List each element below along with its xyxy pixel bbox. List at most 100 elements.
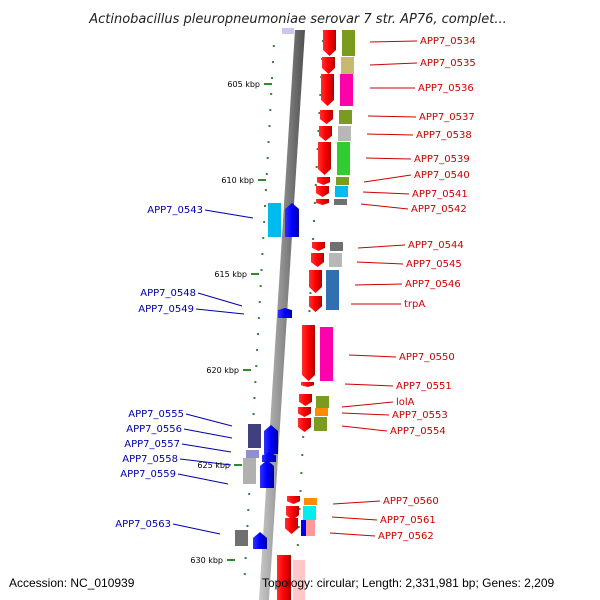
forward-gene-box	[329, 253, 342, 267]
forward-gene-leader	[354, 283, 403, 286]
forward-gene-box	[303, 506, 316, 520]
reverse-gene-label: APP7_0555	[128, 409, 184, 420]
forward-gene-box	[339, 110, 352, 124]
ruler-dot	[309, 292, 312, 294]
reverse-gene-leader	[177, 473, 229, 485]
forward-gene-leader	[356, 261, 404, 265]
ruler-dot	[267, 141, 270, 143]
reverse-gene-box	[248, 424, 261, 448]
forward-gene-arrow	[322, 57, 335, 74]
ruler-dot	[254, 381, 257, 383]
reverse-gene-label: APP7_0556	[126, 424, 182, 435]
ruler-dot	[252, 413, 255, 415]
reverse-gene-label: APP7_0557	[124, 439, 180, 450]
forward-gene-label: APP7_0545	[406, 259, 462, 270]
reverse-gene-label: APP7_0549	[138, 304, 194, 315]
forward-gene-arrow	[318, 142, 331, 175]
forward-gene-label: APP7_0542	[411, 204, 467, 215]
forward-gene-label: trpA	[404, 299, 425, 310]
ruler-dot	[256, 333, 259, 335]
reverse-gene-leader	[204, 209, 254, 219]
forward-gene-label: APP7_0538	[416, 130, 472, 141]
forward-gene-leader	[329, 532, 376, 537]
reverse-gene-label: APP7_0543	[147, 205, 203, 216]
map-title: Actinobacillus pleuropneumoniae serovar …	[88, 12, 507, 27]
ruler-label: 605 kbp	[227, 80, 260, 89]
ruler-dot	[272, 45, 275, 47]
reverse-gene-label: APP7_0563	[115, 519, 171, 530]
ruler-dot	[246, 525, 249, 527]
reverse-gene-leader	[179, 458, 232, 466]
ruler-dot	[268, 125, 271, 127]
forward-gene-arrow	[316, 186, 329, 197]
forward-gene-leader	[367, 115, 417, 118]
ruler-dot	[315, 166, 318, 168]
ruler-dot	[319, 94, 322, 96]
forward-gene-box	[342, 30, 355, 56]
ruler-dot	[313, 220, 315, 222]
gene-partial-bottom-pink	[293, 560, 305, 600]
forward-gene-leader	[341, 412, 390, 416]
reverse-gene-arrow	[278, 308, 292, 314]
forward-gene-arrow	[298, 407, 311, 417]
reverse-gene-label: APP7_0559	[120, 469, 176, 480]
reverse-gene-leader	[181, 443, 232, 453]
forward-gene-arrow	[309, 296, 322, 312]
reverse-gene-arrow	[260, 460, 274, 488]
reverse-gene-label: APP7_0548	[140, 288, 196, 299]
ruler-dot	[300, 472, 303, 474]
forward-gene-box	[341, 57, 354, 74]
forward-gene-leader	[369, 62, 418, 66]
gene-partial-top	[282, 28, 294, 34]
forward-gene-label: APP7_0550	[399, 352, 455, 363]
ruler-dot	[247, 509, 250, 511]
ruler-dot	[312, 238, 315, 240]
ruler-dot	[258, 301, 261, 303]
ruler-dot	[308, 310, 311, 312]
forward-gene-label: APP7_0534	[420, 36, 476, 47]
gene-labels: APP7_0534 APP7_0535 APP7_0536 APP7_0537 APP7…	[115, 36, 475, 542]
forward-gene-leader	[344, 383, 394, 387]
reverse-gene-arrow	[264, 440, 278, 454]
forward-gene-arrow	[287, 496, 300, 504]
forward-gene-label: lolA	[396, 397, 415, 408]
forward-gene-box	[335, 186, 348, 197]
ruler-dot	[265, 173, 268, 175]
forward-gene-box	[327, 298, 339, 308]
forward-gene-label: APP7_0553	[392, 410, 448, 421]
reverse-gene-arrow	[253, 532, 267, 549]
forward-gene-leader	[362, 191, 410, 195]
reverse-gene-leader	[183, 428, 233, 439]
forward-gene-leader	[366, 133, 414, 136]
forward-gene-label: APP7_0562	[378, 531, 434, 542]
forward-gene-arrow	[316, 199, 329, 205]
forward-gene-box	[304, 498, 317, 505]
ruler-dot	[244, 557, 247, 559]
position-ruler: 605 kbp 610 kbp 615 kbp 620 kbp 625 kbp 630 k…	[190, 80, 272, 565]
reverse-gene-leader	[195, 308, 245, 315]
forward-gene-label: APP7_0537	[419, 112, 475, 123]
ruler-dot	[259, 285, 262, 287]
reverse-gene-arrow	[278, 312, 292, 318]
forward-gene-label: APP7_0561	[380, 515, 436, 526]
reverse-gene-label: APP7_0558	[122, 454, 178, 465]
forward-gene-leader	[365, 157, 412, 160]
ruler-dot	[318, 112, 321, 114]
ruler-dot	[262, 237, 265, 239]
ruler-dot	[269, 109, 272, 111]
ruler-dot	[270, 93, 273, 95]
forward-gene-arrow	[301, 382, 314, 387]
forward-gene-label: APP7_0546	[405, 279, 461, 290]
ruler-dot	[261, 253, 264, 255]
ruler-label: 625 kbp	[197, 461, 230, 470]
forward-gene-arrow	[317, 177, 330, 185]
forward-gene-box	[330, 242, 343, 251]
forward-gene-leader	[369, 40, 418, 43]
forward-gene-label: APP7_0560	[383, 496, 439, 507]
forward-gene-leader	[357, 244, 406, 249]
reverse-gene-leader	[172, 523, 221, 535]
forward-gene-arrow	[298, 418, 311, 432]
ruler-dot	[260, 269, 263, 271]
ruler-dot	[248, 493, 251, 495]
forward-gene-box	[337, 142, 350, 175]
